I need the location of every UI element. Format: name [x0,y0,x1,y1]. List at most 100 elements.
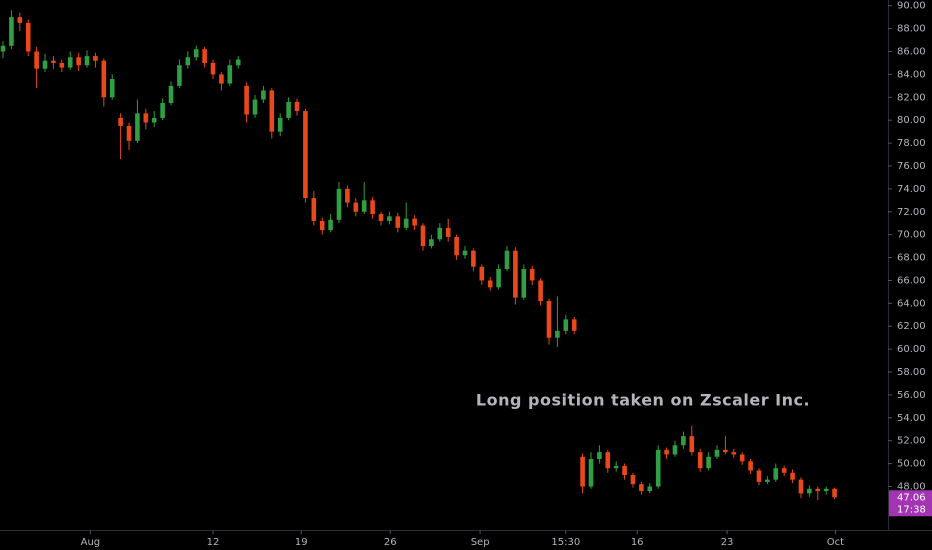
candle-body [664,449,669,455]
candle-body [454,236,459,256]
candle-body [723,449,728,453]
candle-body [807,488,812,494]
candle-body [235,59,241,66]
candle-body [193,49,199,58]
x-tick-label: Aug [81,537,101,548]
x-tick-label: 15:30 [551,537,580,548]
candle-body [605,452,611,469]
candle-body [571,319,577,331]
y-tick-label: 78.00 [897,138,926,149]
candle-body [9,17,14,46]
candle-body [177,65,182,86]
candle-body [639,484,644,492]
y-tick-label: 70.00 [897,230,926,241]
candle-body [328,219,333,231]
annotation: Long position taken on Zscaler Inc. [476,391,810,410]
candle-body [437,227,443,240]
candle-body [546,301,552,338]
candle-body [823,488,829,492]
candle-body [504,250,510,270]
y-tick-label: 48.00 [897,482,926,493]
candle-body [655,449,661,487]
candle-body [126,125,132,141]
candle-body [630,475,636,485]
candle-body [210,62,216,75]
candle-body [34,51,39,69]
candle-body [689,436,695,453]
candle-body [714,449,720,457]
candle-body [748,461,753,471]
candle-body [151,117,157,123]
candle-body [731,452,737,455]
candle-body [773,468,779,480]
candle-body [555,330,560,338]
candle-body [25,22,31,52]
candle-body [42,60,48,69]
candle-body [387,216,392,221]
y-tick-label: 54.00 [897,413,926,424]
candle-body [59,62,65,68]
candle-body [277,117,283,132]
candle-body [739,454,745,462]
y-tick-label: 86.00 [897,47,926,58]
x-tick-label: 16 [631,537,644,548]
y-tick-label: 52.00 [897,436,926,447]
candle-body [0,45,6,52]
candle-body [227,65,233,84]
candle-body [580,456,585,487]
candle-body [479,266,485,281]
candle-body [160,103,165,118]
candle-body [378,214,384,221]
y-tick-label: 50.00 [897,459,926,470]
candle-body [403,218,409,228]
candle-body [51,60,56,63]
candle-body [345,188,350,203]
candle-body [496,269,501,288]
y-tick-label: 58.00 [897,367,926,378]
candle-body [303,111,308,199]
candle-body [244,85,249,115]
candle-body [613,465,619,469]
candle-body [529,269,535,281]
x-tick-label: 26 [384,537,397,548]
candle-body [319,220,325,231]
y-tick-label: 68.00 [897,253,926,264]
candle-body [168,85,174,104]
candle-body [513,250,518,298]
candle-body [101,60,107,98]
candle-body [353,202,359,212]
candle-body [756,470,762,482]
candle-body [832,488,837,498]
candle-body [471,250,476,267]
y-tick-label: 88.00 [897,24,926,35]
candle-body [311,198,317,221]
y-tick-label: 64.00 [897,298,926,309]
candle-body [361,200,367,212]
candle-body [202,49,207,63]
y-tick-label: 62.00 [897,321,926,332]
candle-body [395,216,401,228]
candle-body [815,488,821,492]
x-tick-label: Sep [471,537,490,548]
candle-body [67,57,73,68]
last-price-label: 47.06 [897,492,926,503]
candle-body [445,227,451,237]
candle-body [84,56,90,66]
y-tick-label: 56.00 [897,390,926,401]
y-tick-label: 90.00 [897,1,926,12]
y-tick-label: 82.00 [897,92,926,103]
candle-body [765,479,770,482]
candle-body [697,452,703,469]
candle-body [17,17,23,23]
candle-body [647,486,653,492]
candle-body [269,90,275,132]
candle-body [622,465,627,476]
y-tick-label: 80.00 [897,115,926,126]
x-tick-label: 19 [295,537,308,548]
y-tick-label: 76.00 [897,161,926,172]
candle-body [93,56,98,61]
candle-body [135,113,140,141]
candle-body [521,269,527,298]
candle-body [429,239,434,247]
